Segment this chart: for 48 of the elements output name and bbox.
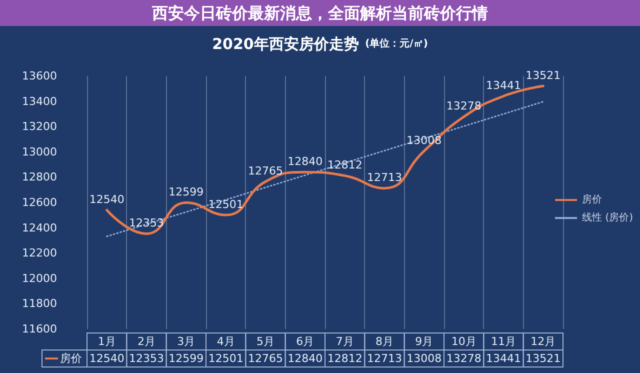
legend-label: 线性 (房价) — [582, 212, 634, 224]
y-tick-label: 12400 — [22, 221, 57, 234]
x-tick-label: 6月 — [296, 335, 314, 348]
data-label: 12353 — [129, 352, 164, 365]
text: 12540 — [89, 193, 124, 206]
y-tick-label: 12800 — [22, 170, 57, 184]
legend-label: 房价 — [582, 194, 602, 206]
x-tick-label: 5月 — [256, 335, 274, 348]
text: 12765 — [248, 164, 283, 178]
y-tick-label: 13000 — [22, 145, 57, 158]
chart-subtitle: (单位：元/㎡) — [365, 38, 428, 50]
x-tick-label: 10月 — [451, 335, 476, 348]
y-tick-label: 13600 — [22, 70, 57, 82]
data-label: 12501 — [208, 352, 244, 365]
x-tick-label: 3月 — [177, 335, 196, 348]
x-tick-label: 12月 — [530, 335, 556, 348]
x-tick-label: 8月 — [376, 335, 394, 348]
data-label: 13278 — [446, 352, 482, 365]
data-label: 13441 — [486, 352, 521, 365]
y-tick-label: 13200 — [22, 120, 57, 134]
y-tick-label: 11600 — [22, 322, 57, 336]
x-tick-label: 11月 — [491, 335, 516, 348]
data-label: 12840 — [288, 352, 323, 365]
x-tick-label: 1月 — [98, 335, 116, 348]
data-label: 12540 — [89, 352, 124, 365]
text: 12840 — [288, 155, 323, 168]
data-label: 13008 — [406, 352, 442, 365]
text: 12713 — [367, 171, 402, 184]
y-tick-label: 12200 — [22, 246, 57, 260]
text: 13521 — [526, 68, 561, 82]
data-label: 13521 — [526, 352, 561, 365]
data-label: 12599 — [168, 352, 204, 365]
data-label: 12713 — [367, 352, 402, 365]
x-tick-label: 4月 — [216, 335, 235, 348]
text: 房价 — [60, 352, 82, 365]
y-tick-label: 12600 — [22, 196, 57, 209]
x-tick-label: 7月 — [336, 335, 354, 348]
y-tick-label: 12000 — [22, 272, 57, 285]
x-tick-label: 9月 — [415, 335, 434, 348]
data-label: 12812 — [327, 352, 362, 365]
y-tick-label: 13400 — [22, 94, 57, 108]
chart-title: 2020年西安房价走势 — [212, 35, 359, 53]
text: 12599 — [168, 186, 204, 199]
text: 13441 — [486, 79, 521, 92]
text: 西安今日砖价最新消息，全面解析当前砖价行情 — [151, 4, 488, 22]
y-tick-label: 11800 — [22, 297, 57, 310]
x-tick-label: 2月 — [138, 335, 156, 348]
data-label: 12765 — [248, 352, 283, 365]
